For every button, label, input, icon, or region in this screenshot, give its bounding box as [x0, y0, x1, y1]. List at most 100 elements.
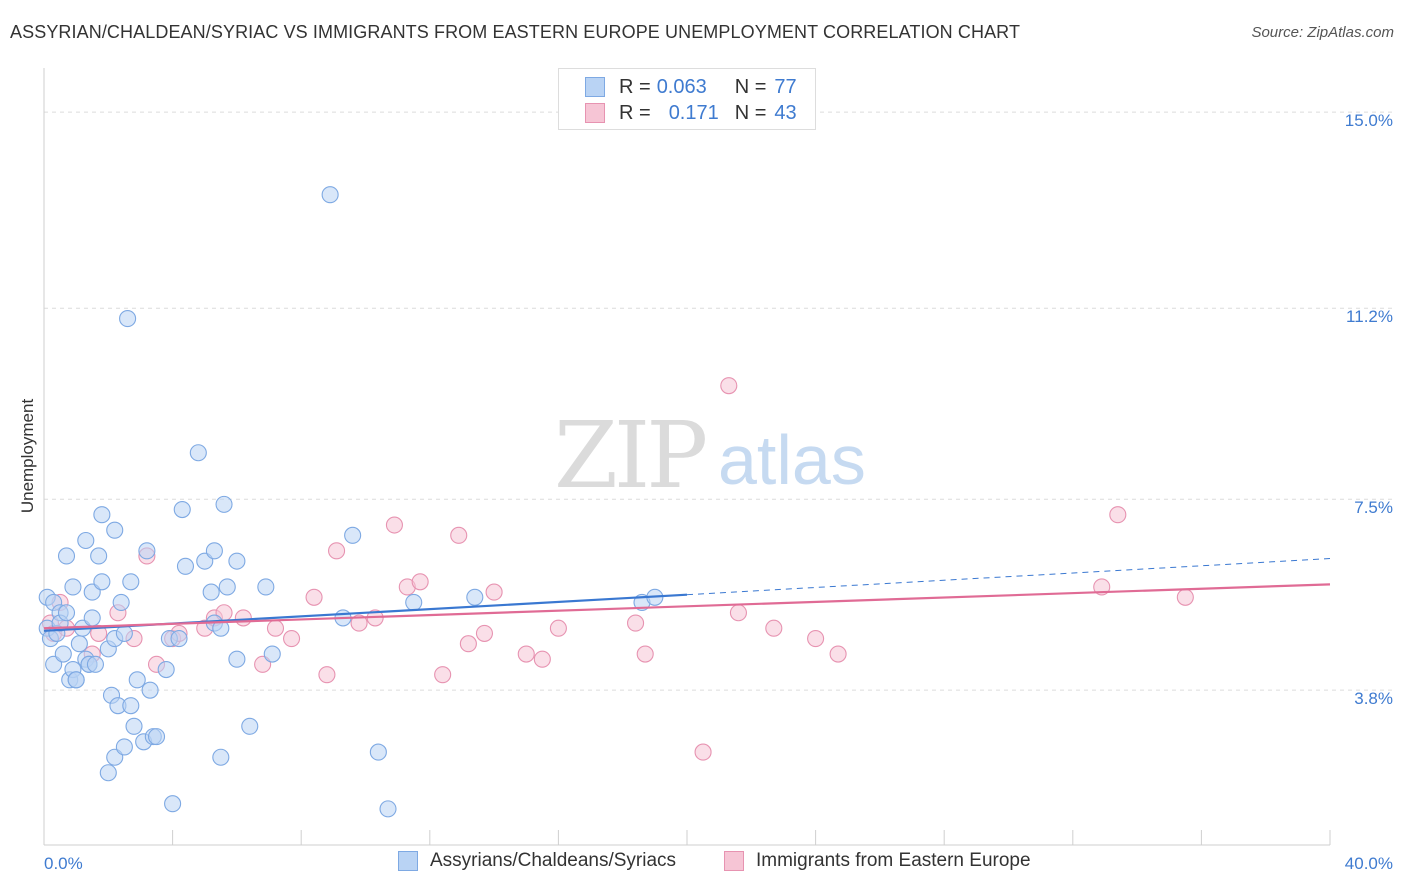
assyrians-point	[83, 609, 101, 627]
assyrians-point	[138, 542, 156, 560]
x-tick-label: 40.0%	[1345, 854, 1393, 873]
r-value: 0.171	[668, 101, 719, 124]
assyrians-point	[157, 660, 175, 679]
assyrians-point	[99, 764, 117, 782]
assyrians-point	[257, 578, 275, 596]
eastern-europe-point	[318, 666, 336, 684]
assyrians-point	[170, 630, 188, 648]
assyrians-point	[106, 521, 124, 539]
assyrians-trend-extension	[686, 558, 1331, 596]
assyrians-point	[379, 800, 397, 818]
eastern-europe-point	[234, 609, 252, 627]
eastern-europe-point	[283, 630, 301, 648]
y-tick-label: 11.2%	[1346, 307, 1393, 326]
assyrians-point	[122, 573, 140, 591]
assyrians-point	[90, 547, 108, 565]
eastern-europe-point	[549, 619, 567, 637]
assyrians-point	[122, 697, 140, 715]
assyrians-point	[173, 500, 191, 519]
assyrians-point	[128, 671, 146, 689]
assyrians-point	[57, 604, 76, 622]
eastern-europe-point	[720, 377, 738, 395]
assyrians-point	[202, 583, 220, 601]
eastern-europe-point	[533, 650, 551, 668]
eastern-europe-point	[829, 645, 847, 663]
assyrians-point	[115, 738, 133, 756]
eastern-europe-point	[350, 614, 368, 632]
correlation-legend: R = 0.063 N = 77 R = 0.171 N = 43	[558, 68, 816, 130]
assyrians-point	[189, 444, 207, 462]
assyrians-point	[64, 578, 82, 596]
watermark-zip: ZIP	[554, 402, 708, 509]
assyrians-point	[344, 526, 362, 544]
blue-swatch-icon	[398, 851, 418, 871]
legend-label: Assyrians/Chaldeans/Syriacs	[430, 850, 677, 871]
assyrians-point	[115, 624, 133, 642]
assyrians-point	[369, 743, 387, 761]
eastern-europe-point	[434, 666, 452, 684]
assyrians-point	[57, 547, 76, 565]
r-value: 0.063	[656, 75, 707, 98]
x-tick-label: 0.0%	[44, 854, 83, 873]
assyrians-point	[466, 588, 484, 606]
assyrians-point	[54, 645, 72, 663]
n-value: 77	[774, 75, 797, 98]
eastern-europe-point	[485, 583, 503, 601]
assyrians-point	[70, 635, 88, 653]
pink-swatch-icon	[724, 851, 744, 871]
watermark-atlas: atlas	[718, 421, 866, 499]
assyrians-point	[86, 655, 104, 673]
eastern-europe-point	[765, 619, 783, 637]
assyrians-point	[147, 728, 166, 746]
legend-row-pink: R = 0.171 N = 43	[585, 101, 797, 125]
eastern-europe-point	[266, 619, 285, 637]
assyrians-point	[164, 795, 182, 813]
y-tick-label: 7.5%	[1354, 498, 1393, 517]
assyrians-point	[212, 748, 230, 766]
eastern-europe-point	[636, 645, 654, 663]
assyrians-point	[263, 645, 281, 663]
eastern-europe-point	[729, 604, 747, 622]
assyrians-point	[405, 593, 423, 611]
n-label: N =	[734, 75, 767, 98]
eastern-europe-trend-line	[43, 583, 1331, 630]
eastern-europe-point	[305, 588, 323, 606]
assyrians-point	[77, 531, 95, 550]
assyrians-point	[215, 495, 233, 513]
legend-item-assyrians[interactable]: Assyrians/Chaldeans/Syriacs	[398, 850, 676, 872]
assyrians-point	[218, 578, 236, 596]
eastern-europe-point	[450, 526, 468, 544]
assyrians-point	[93, 506, 111, 524]
assyrians-point	[228, 650, 246, 668]
assyrians-point	[112, 593, 130, 611]
blue-swatch-icon	[585, 77, 605, 97]
r-label: R =	[619, 75, 651, 98]
y-tick-label: 15.0%	[1345, 111, 1393, 130]
n-value: 43	[774, 101, 797, 124]
eastern-europe-point	[385, 516, 403, 534]
assyrians-point	[321, 186, 339, 204]
series-legend: Assyrians/Chaldeans/Syriacs Immigrants f…	[0, 850, 1406, 878]
y-tick-label: 3.8%	[1354, 689, 1393, 708]
chart-title: ASSYRIAN/CHALDEAN/SYRIAC VS IMMIGRANTS F…	[10, 22, 1021, 42]
assyrians-point	[241, 717, 259, 735]
eastern-europe-point	[475, 624, 494, 642]
assyrians-point	[141, 681, 159, 699]
legend-item-eastern-europe[interactable]: Immigrants from Eastern Europe	[724, 850, 1031, 872]
assyrians-point	[119, 310, 137, 328]
eastern-europe-point	[1109, 506, 1127, 524]
assyrians-point	[228, 552, 246, 570]
assyrians-point	[67, 671, 85, 689]
r-label: R =	[619, 101, 651, 124]
n-label: N =	[734, 101, 767, 124]
eastern-europe-point	[459, 635, 477, 653]
legend-row-blue: R = 0.063 N = 77	[585, 75, 797, 99]
eastern-europe-point	[627, 614, 645, 632]
eastern-europe-point	[328, 542, 346, 560]
eastern-europe-point	[1176, 588, 1194, 606]
assyrians-point	[125, 717, 143, 735]
source-label: Source: ZipAtlas.com	[1251, 24, 1394, 41]
assyrians-point	[93, 573, 111, 591]
eastern-europe-point	[517, 645, 535, 663]
